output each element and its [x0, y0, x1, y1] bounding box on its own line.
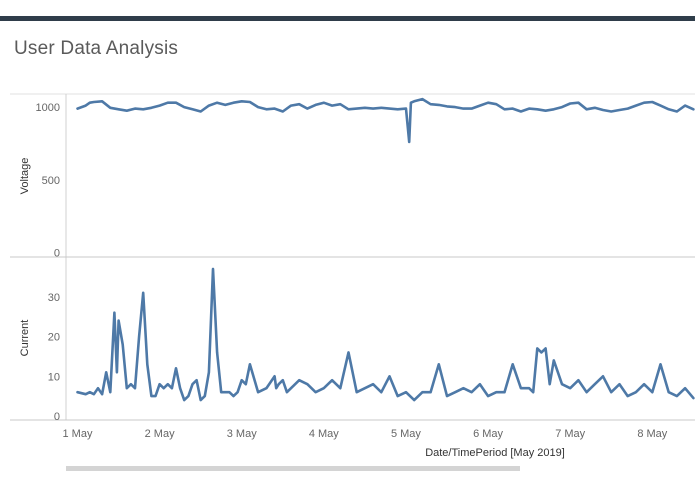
x-tick-label: 7 May — [555, 428, 585, 440]
x-tick-label: 1 May — [63, 428, 93, 440]
x-tick-label: 4 May — [309, 428, 339, 440]
y-tick-label: 30 — [48, 292, 60, 304]
y-tick-label: 10 — [48, 371, 60, 383]
horizontal-scrollbar-thumb[interactable] — [66, 466, 520, 471]
y-tick-label: 0 — [54, 411, 60, 423]
y-axis-title-current: Current — [19, 320, 31, 357]
current-series-line — [76, 267, 695, 402]
x-axis-title: Date/TimePeriod [May 2019] — [425, 447, 565, 459]
y-axis-title-voltage: Voltage — [19, 158, 31, 195]
y-tick-label: 0 — [54, 248, 60, 260]
y-tick-label: 20 — [48, 332, 60, 344]
x-tick-label: 3 May — [227, 428, 257, 440]
voltage-series-line — [76, 97, 695, 144]
x-tick-label: 2 May — [145, 428, 175, 440]
x-tick-label: 5 May — [391, 428, 421, 440]
y-tick-label: 1000 — [36, 102, 60, 114]
x-tick-label: 6 May — [473, 428, 503, 440]
y-tick-label: 500 — [42, 175, 60, 187]
dashboard-title: User Data Analysis — [14, 38, 179, 59]
x-tick-label: 8 May — [637, 428, 667, 440]
header-accent-bar — [0, 16, 695, 21]
